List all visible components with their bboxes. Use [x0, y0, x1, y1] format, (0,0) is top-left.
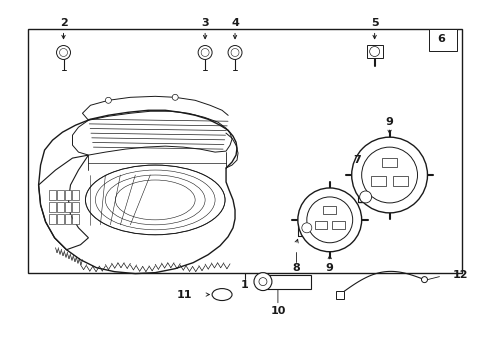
Circle shape — [172, 94, 178, 100]
Circle shape — [56, 45, 71, 59]
Text: 3: 3 — [201, 18, 209, 28]
Circle shape — [302, 223, 312, 233]
Text: 10: 10 — [270, 306, 286, 316]
Text: 8: 8 — [292, 263, 300, 273]
Circle shape — [254, 273, 272, 291]
Bar — [27, 30, 463, 273]
Bar — [73, 190, 79, 200]
Bar — [65, 214, 72, 224]
Circle shape — [59, 49, 68, 57]
Circle shape — [259, 278, 267, 285]
Bar — [49, 202, 55, 212]
Circle shape — [198, 45, 212, 59]
Bar — [49, 214, 55, 224]
Bar — [49, 190, 55, 200]
Circle shape — [201, 49, 209, 57]
Ellipse shape — [212, 289, 232, 301]
Bar — [56, 202, 64, 212]
Bar — [323, 206, 336, 213]
Text: 12: 12 — [452, 270, 468, 280]
Bar — [393, 176, 408, 186]
Text: 2: 2 — [60, 18, 68, 28]
Circle shape — [421, 276, 427, 283]
Bar — [315, 221, 327, 229]
Text: 9: 9 — [386, 117, 393, 127]
Bar — [367, 45, 383, 58]
Circle shape — [360, 191, 371, 203]
Text: 11: 11 — [177, 289, 192, 300]
Bar — [336, 291, 343, 298]
Text: 1: 1 — [241, 280, 249, 290]
Text: 7: 7 — [353, 155, 361, 165]
Text: 5: 5 — [371, 18, 378, 28]
Text: 9: 9 — [326, 263, 334, 273]
Bar — [56, 214, 64, 224]
Circle shape — [228, 45, 242, 59]
Circle shape — [298, 188, 362, 252]
Circle shape — [105, 97, 111, 103]
Bar — [382, 158, 397, 167]
Circle shape — [307, 197, 353, 243]
Bar — [73, 202, 79, 212]
Circle shape — [369, 46, 380, 57]
Circle shape — [352, 137, 427, 213]
Circle shape — [231, 49, 239, 57]
Bar — [65, 202, 72, 212]
Bar — [371, 176, 387, 186]
Bar — [65, 190, 72, 200]
Text: 4: 4 — [231, 18, 239, 28]
Text: 6: 6 — [438, 33, 445, 44]
Bar — [429, 28, 457, 50]
Circle shape — [362, 147, 417, 203]
Bar — [73, 214, 79, 224]
Bar — [56, 190, 64, 200]
Bar — [263, 275, 311, 289]
Bar — [332, 221, 345, 229]
